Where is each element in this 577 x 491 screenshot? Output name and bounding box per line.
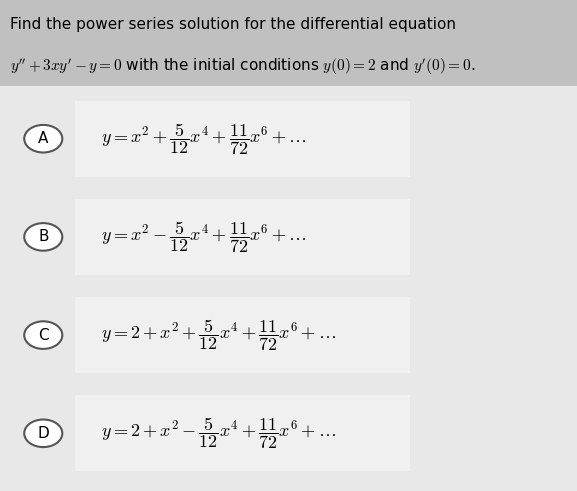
FancyBboxPatch shape: [0, 0, 577, 86]
Ellipse shape: [24, 223, 62, 251]
Text: $y=2+x^2-\dfrac{5}{12}x^4+\dfrac{11}{72}x^6+\ldots$: $y=2+x^2-\dfrac{5}{12}x^4+\dfrac{11}{72}…: [101, 415, 336, 451]
FancyBboxPatch shape: [75, 297, 410, 373]
Ellipse shape: [24, 419, 62, 447]
Text: D: D: [38, 426, 49, 441]
Text: $y=x^2+\dfrac{5}{12}x^4+\dfrac{11}{72}x^6+\ldots$: $y=x^2+\dfrac{5}{12}x^4+\dfrac{11}{72}x^…: [101, 121, 306, 157]
Text: $y=2+x^2+\dfrac{5}{12}x^4+\dfrac{11}{72}x^6+\ldots$: $y=2+x^2+\dfrac{5}{12}x^4+\dfrac{11}{72}…: [101, 317, 336, 353]
Ellipse shape: [24, 125, 62, 153]
FancyBboxPatch shape: [75, 101, 410, 177]
Text: $y=x^2-\dfrac{5}{12}x^4+\dfrac{11}{72}x^6+\ldots$: $y=x^2-\dfrac{5}{12}x^4+\dfrac{11}{72}x^…: [101, 219, 306, 255]
Text: Find the power series solution for the differential equation: Find the power series solution for the d…: [10, 17, 456, 31]
FancyBboxPatch shape: [75, 395, 410, 471]
FancyBboxPatch shape: [75, 199, 410, 275]
Ellipse shape: [24, 321, 62, 349]
Text: C: C: [38, 327, 48, 343]
Text: A: A: [38, 131, 48, 146]
Text: $y''+3xy'-y=0$ with the initial conditions $y(0)=2$ and $y'(0)=0$.: $y''+3xy'-y=0$ with the initial conditio…: [10, 57, 475, 77]
Text: B: B: [38, 229, 48, 245]
